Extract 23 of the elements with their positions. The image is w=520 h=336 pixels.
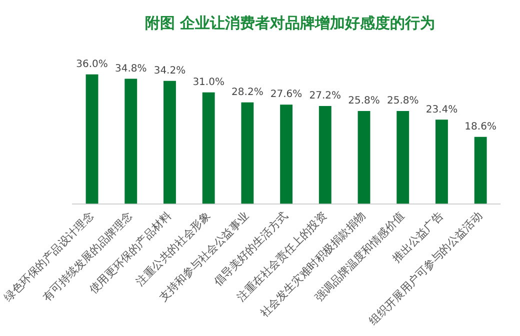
bar: [202, 92, 215, 204]
bar: [280, 104, 293, 204]
bar: [474, 136, 487, 204]
data-label: 23.4%: [426, 104, 458, 116]
bar: [241, 102, 254, 204]
bar: [436, 120, 448, 204]
data-label: 28.2%: [232, 87, 264, 98]
bar: [86, 74, 98, 204]
bar: [396, 111, 410, 204]
bar: [318, 106, 332, 204]
bar: [358, 111, 370, 204]
data-label: 18.6%: [464, 122, 496, 133]
data-label: 27.2%: [309, 90, 342, 102]
data-label: 36.0%: [76, 58, 108, 70]
data-label: 27.6%: [270, 89, 302, 100]
bar: [124, 78, 138, 204]
data-label: 25.8%: [348, 96, 380, 107]
data-label: 25.8%: [386, 96, 419, 107]
bar: [164, 80, 176, 204]
data-label: 34.2%: [154, 65, 186, 76]
chart-title: 附图 企业让消费者对品牌增加好感度的行为: [144, 14, 436, 33]
data-label: 31.0%: [192, 76, 224, 88]
data-label: 34.8%: [114, 63, 147, 74]
